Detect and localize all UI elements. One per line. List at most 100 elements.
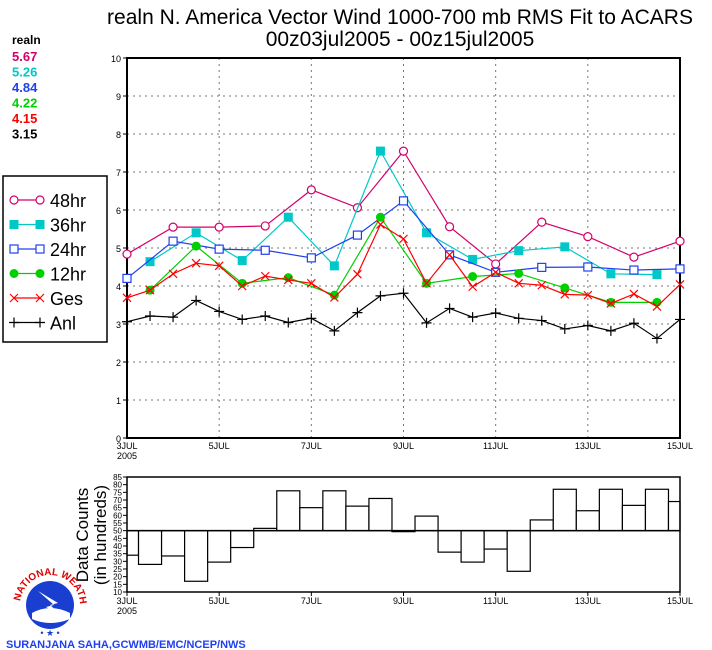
count-bar: [184, 530, 209, 582]
y-tick-label: 50: [113, 527, 122, 536]
data-point: [491, 267, 501, 277]
data-point: [421, 317, 432, 328]
data-point: [237, 314, 248, 325]
y-tick-label: 5: [116, 244, 121, 254]
legend-marker: [9, 293, 19, 303]
x-tick-label: 13JUL: [575, 596, 601, 606]
legend: 48hr 36hr 24hr 12hr Ges Anl: [2, 175, 108, 343]
data-point: [583, 232, 593, 242]
data-point: [559, 323, 570, 334]
data-point: [652, 302, 662, 311]
y-tick-label: 55: [113, 519, 122, 528]
y-tick-label: 10: [113, 588, 122, 597]
data-point: [306, 185, 316, 195]
series-line: [149, 149, 657, 276]
stat-ges: 4.15: [12, 111, 37, 126]
y-tick-label: 70: [113, 496, 122, 505]
count-bar: [276, 490, 301, 532]
chart-subtitle: 00z03jul2005 - 00z15jul2005: [266, 28, 535, 51]
legend-box: [2, 175, 108, 343]
data-point: [537, 280, 547, 290]
y-tick-label: 0: [116, 434, 121, 444]
data-point: [352, 230, 363, 240]
x-tick-label: 3JUL: [116, 596, 137, 606]
stat-48hr: 5.67: [12, 49, 37, 64]
data-point: [468, 254, 478, 264]
series-24hr: [122, 196, 685, 283]
series-line: [149, 216, 657, 303]
data-point: [122, 293, 132, 303]
data-point: [306, 253, 316, 263]
count-bar: [667, 500, 681, 532]
data-point: [629, 289, 639, 299]
data-point: [675, 264, 685, 274]
series-line: [126, 292, 681, 340]
y-tick-label: 80: [113, 481, 122, 490]
legend-marker: [35, 220, 45, 229]
data-point: [329, 292, 339, 302]
count-bar: [322, 490, 347, 532]
x-tick-label: 9JUL: [393, 596, 414, 606]
x-tick-label: 11JUL: [483, 596, 508, 606]
series-48hr: [122, 146, 685, 269]
data-point: [306, 278, 316, 288]
y-tick-label: 2: [116, 358, 121, 368]
data-point: [629, 265, 639, 275]
stat-24hr: 4.84: [12, 80, 38, 95]
legend-marker: [9, 317, 19, 328]
stats-header: realn: [12, 33, 41, 47]
data-point: [468, 282, 478, 292]
data-point: [652, 297, 662, 307]
count-bar: [230, 530, 255, 549]
data-point: [191, 295, 202, 306]
data-point: [375, 212, 385, 222]
legend-marker: [35, 195, 45, 205]
data-point: [145, 257, 155, 267]
x-tick-label: 7JUL: [301, 441, 322, 451]
legend-label: 24hr: [50, 240, 86, 260]
data-point: [582, 320, 593, 331]
data-point: [375, 290, 386, 301]
data-point: [260, 221, 270, 231]
x-tick-label: 5JUL: [209, 596, 230, 606]
data-point: [352, 269, 362, 279]
y-tick-label: 45: [113, 534, 122, 543]
y-tick-label: 40: [113, 542, 122, 551]
data-point: [329, 261, 339, 271]
legend-label: 12hr: [50, 265, 86, 285]
y-tick-label: 6: [116, 206, 121, 216]
x-tick-label: 9JUL: [393, 441, 414, 451]
data-point: [376, 220, 385, 229]
data-point: [536, 315, 547, 326]
data-point: [467, 312, 478, 323]
counts-ylabel-units: (in hundreds): [91, 485, 110, 585]
count-bar: [483, 530, 508, 550]
legend-label: 36hr: [50, 216, 86, 236]
y-tick-label: 15: [113, 580, 122, 589]
x-tick-label: 11JUL: [483, 441, 508, 451]
count-bar: [598, 488, 623, 532]
data-point: [168, 236, 178, 246]
count-bar: [368, 497, 393, 532]
data-point: [652, 270, 662, 280]
stat-anl: 3.15: [12, 127, 37, 142]
legend-marker: [35, 244, 45, 254]
y-tick-label: 30: [113, 557, 122, 566]
data-point: [214, 306, 225, 317]
counts-ylabel: Data Counts: [73, 488, 92, 583]
data-point: [145, 311, 156, 322]
data-point: [514, 278, 524, 288]
data-point: [214, 261, 224, 271]
data-point: [422, 228, 432, 238]
data-point: [514, 268, 524, 278]
legend-marker: [35, 293, 45, 303]
data-point: [628, 318, 639, 329]
plot-frame: [126, 57, 681, 439]
count-bar: [126, 530, 140, 556]
series-36hr: [145, 146, 662, 280]
data-point: [122, 273, 132, 283]
data-point: [606, 269, 616, 279]
data-point: [444, 222, 455, 232]
